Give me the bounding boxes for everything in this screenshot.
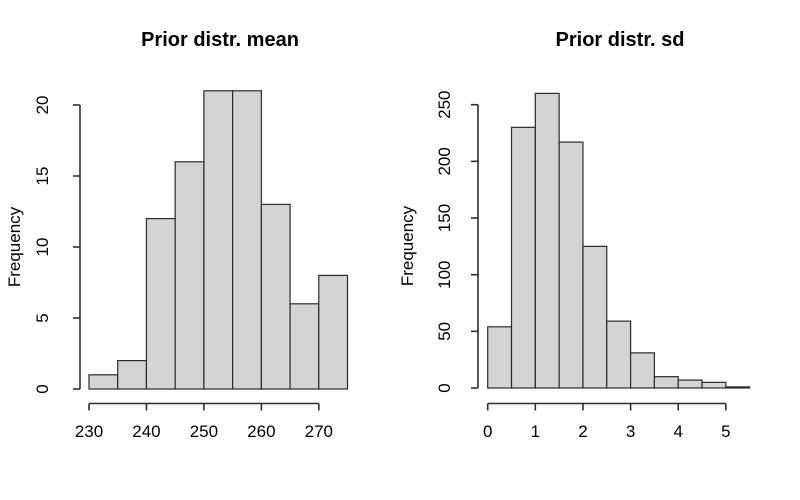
y-axis: 0 50 100 150 200 250 <box>435 91 479 393</box>
y-axis: 0 5 10 15 20 <box>33 96 81 394</box>
histogram-bar <box>534 92 560 389</box>
x-tick-label: 240 <box>132 422 160 441</box>
x-tick-label: 5 <box>721 422 730 441</box>
x-tick-label: 1 <box>531 422 540 441</box>
histogram-bar <box>582 245 608 389</box>
histogram-bar <box>174 161 205 390</box>
histogram-bar <box>653 376 679 389</box>
x-axis: 230 240 250 260 270 <box>75 402 333 441</box>
y-axis-label-sd: Frequency <box>398 205 417 286</box>
x-tick-label: 4 <box>673 422 682 441</box>
x-tick-label: 270 <box>305 422 333 441</box>
y-tick-label: 200 <box>435 147 454 175</box>
histogram-bar <box>203 90 234 390</box>
histogram-panel-mean: 230 240 250 260 270 0 5 10 15 20 <box>33 90 349 441</box>
x-tick-label: 260 <box>247 422 275 441</box>
x-tick-label: 3 <box>626 422 635 441</box>
y-tick-label: 5 <box>33 313 52 322</box>
histogram-bars <box>88 90 349 390</box>
y-tick-label: 10 <box>33 238 52 257</box>
y-axis-label-mean: Frequency <box>5 206 24 287</box>
histogram-bar <box>510 126 536 389</box>
chart-title-mean: Prior distr. mean <box>141 29 299 51</box>
y-tick-label: 250 <box>435 91 454 119</box>
y-tick-label: 0 <box>33 384 52 393</box>
x-tick-label: 250 <box>190 422 218 441</box>
histogram-bar <box>289 303 320 390</box>
histogram-bar <box>117 360 148 390</box>
histogram-bar <box>677 379 703 389</box>
x-axis: 0 1 2 3 4 5 <box>483 402 731 441</box>
y-tick-label: 100 <box>435 260 454 288</box>
y-tick-label: 50 <box>435 322 454 341</box>
y-tick-label: 0 <box>435 383 454 392</box>
histogram-bar <box>487 326 513 389</box>
histogram-bar <box>558 141 584 389</box>
y-tick-label: 20 <box>33 96 52 115</box>
histogram-bar <box>232 90 262 390</box>
x-tick-label: 230 <box>75 422 103 441</box>
histogram-bar <box>318 274 349 390</box>
histogram-bar <box>725 386 751 389</box>
y-tick-label: 15 <box>33 167 52 186</box>
histogram-bar <box>606 320 632 389</box>
histogram-bars <box>487 92 751 389</box>
histogram-bar <box>260 203 291 390</box>
histogram-bar <box>629 352 656 389</box>
chart-title-sd: Prior distr. sd <box>556 29 685 51</box>
x-tick-label: 0 <box>483 422 492 441</box>
histogram-bar <box>145 218 176 390</box>
x-tick-label: 2 <box>578 422 587 441</box>
histogram-bar <box>88 374 119 390</box>
y-tick-label: 150 <box>435 204 454 232</box>
histogram-bar <box>701 381 727 389</box>
